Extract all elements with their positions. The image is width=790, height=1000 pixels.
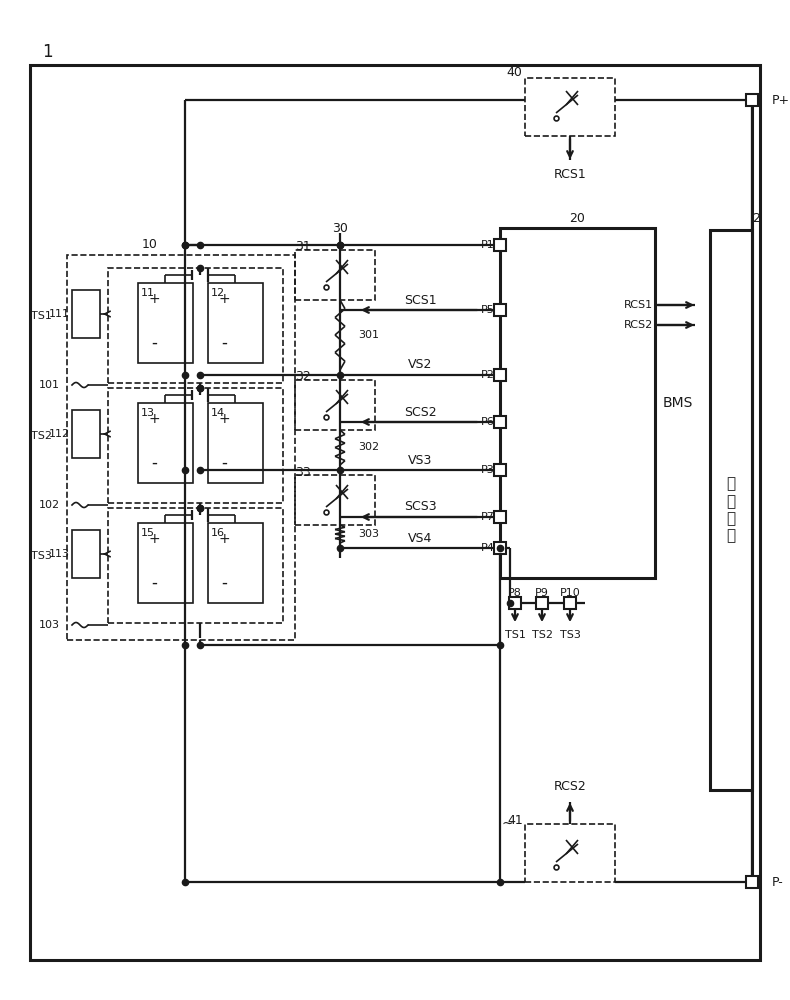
Text: 301: 301 <box>358 330 379 340</box>
Text: P8: P8 <box>508 588 522 598</box>
Text: VS3: VS3 <box>408 454 432 466</box>
Bar <box>72 410 100 458</box>
Text: TS1: TS1 <box>31 311 52 321</box>
Bar <box>525 824 615 882</box>
Text: 33: 33 <box>295 466 310 479</box>
Text: 303: 303 <box>358 529 379 539</box>
Bar <box>208 523 263 603</box>
Bar <box>138 403 193 483</box>
Bar <box>72 290 100 338</box>
Text: -: - <box>151 334 157 352</box>
Text: -: - <box>221 454 227 472</box>
Text: RCS1: RCS1 <box>624 300 653 310</box>
Bar <box>295 475 375 525</box>
Bar <box>108 268 283 383</box>
Text: 10: 10 <box>142 238 158 251</box>
Text: 102: 102 <box>39 500 60 510</box>
Text: 101: 101 <box>39 380 60 390</box>
Text: -: - <box>151 454 157 472</box>
Text: 111: 111 <box>49 309 70 319</box>
Text: 20: 20 <box>569 212 585 225</box>
Text: RCS2: RCS2 <box>554 780 586 794</box>
Text: RCS2: RCS2 <box>624 320 653 330</box>
Text: 103: 103 <box>39 620 60 630</box>
Bar <box>208 403 263 483</box>
Text: P4: P4 <box>481 543 495 553</box>
Bar <box>138 283 193 363</box>
Text: P5: P5 <box>481 305 495 315</box>
Text: P2: P2 <box>481 370 495 380</box>
Text: BMS: BMS <box>663 396 694 410</box>
Text: -: - <box>221 574 227 592</box>
Text: +: + <box>149 292 160 306</box>
Text: VS4: VS4 <box>408 532 432 544</box>
Text: P7: P7 <box>481 512 495 522</box>
Text: P+: P+ <box>772 94 790 106</box>
Text: -: - <box>221 334 227 352</box>
Text: 15: 15 <box>141 528 155 538</box>
Text: ~: ~ <box>502 817 513 831</box>
Text: 31: 31 <box>295 240 310 253</box>
Bar <box>500 228 655 578</box>
Text: TS1: TS1 <box>505 630 525 640</box>
Text: TS2: TS2 <box>532 630 552 640</box>
Bar <box>295 380 375 430</box>
Text: +: + <box>218 532 230 546</box>
Text: 13: 13 <box>141 408 155 418</box>
Text: 14: 14 <box>211 408 225 418</box>
Bar <box>72 530 100 578</box>
Text: 41: 41 <box>507 814 523 826</box>
Text: P1: P1 <box>481 240 495 250</box>
Text: SCS2: SCS2 <box>404 406 436 418</box>
Bar <box>710 230 752 790</box>
Text: TS3: TS3 <box>559 630 581 640</box>
Bar <box>108 388 283 503</box>
Text: SCS1: SCS1 <box>404 294 436 306</box>
Text: TS3: TS3 <box>31 551 52 561</box>
Text: SCS3: SCS3 <box>404 500 436 514</box>
Bar <box>30 65 760 960</box>
Text: +: + <box>218 292 230 306</box>
Text: +: + <box>149 412 160 426</box>
Bar <box>138 523 193 603</box>
Text: P10: P10 <box>559 588 581 598</box>
Text: 外
部
设
备: 外 部 设 备 <box>727 476 735 544</box>
Text: RCS1: RCS1 <box>554 168 586 182</box>
Text: 11: 11 <box>141 288 155 298</box>
Bar <box>208 283 263 363</box>
Text: P-: P- <box>772 876 784 888</box>
Text: 12: 12 <box>211 288 225 298</box>
Text: 16: 16 <box>211 528 225 538</box>
Text: 32: 32 <box>295 370 310 383</box>
Text: +: + <box>218 412 230 426</box>
Text: TS2: TS2 <box>31 431 52 441</box>
Text: P6: P6 <box>481 417 495 427</box>
Text: 2: 2 <box>752 212 760 225</box>
Text: 302: 302 <box>358 442 379 452</box>
Text: 1: 1 <box>42 43 53 61</box>
Bar <box>295 250 375 300</box>
Text: 112: 112 <box>49 429 70 439</box>
Text: 113: 113 <box>49 549 70 559</box>
Text: -: - <box>151 574 157 592</box>
Text: +: + <box>149 532 160 546</box>
Text: 40: 40 <box>506 66 522 79</box>
Bar <box>525 78 615 136</box>
Bar <box>108 508 283 623</box>
Text: P3: P3 <box>481 465 495 475</box>
Bar <box>67 255 295 640</box>
Text: 30: 30 <box>332 222 348 234</box>
Text: VS2: VS2 <box>408 359 432 371</box>
Text: P9: P9 <box>535 588 549 598</box>
